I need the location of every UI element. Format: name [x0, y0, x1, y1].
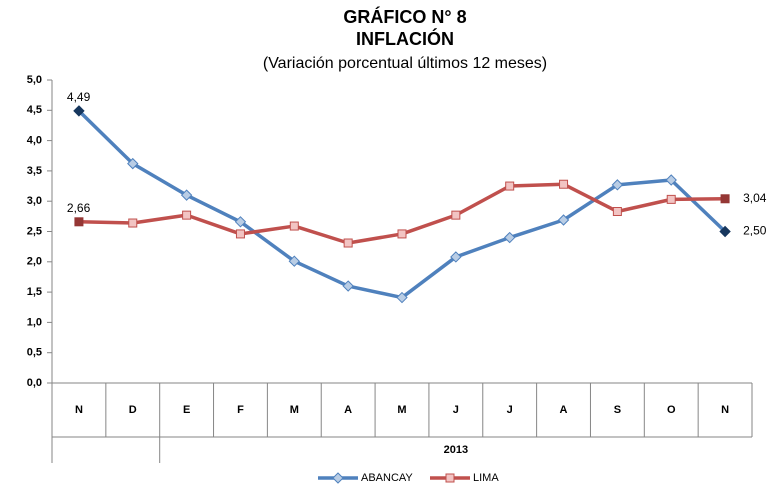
y-tick-label: 3,5	[27, 165, 42, 177]
y-tick-label: 3,0	[27, 195, 42, 207]
chart-subtitle: INFLACIÓN	[356, 28, 454, 49]
x-tick-label: O	[667, 404, 676, 416]
data-point	[180, 189, 193, 201]
data-point	[235, 229, 245, 239]
y-tick-label: 0,5	[27, 347, 42, 359]
y-tick-label: 0,0	[27, 377, 42, 389]
data-point	[450, 251, 462, 263]
data-point	[503, 231, 516, 244]
data-point	[666, 194, 676, 204]
data-point	[128, 218, 138, 228]
data-label: 3,04	[743, 191, 767, 205]
legend-marker	[332, 472, 344, 484]
series-line	[77, 109, 727, 300]
legend-label: ABANCAY	[361, 472, 413, 484]
data-point	[719, 225, 731, 238]
data-point	[127, 157, 139, 170]
data-label: 4,49	[67, 90, 91, 104]
data-point	[74, 217, 84, 227]
x-tick-label: F	[237, 404, 244, 416]
x-tick-label: N	[721, 404, 729, 416]
data-point	[289, 221, 299, 231]
data-point	[343, 238, 353, 248]
chart-title: GRÁFICO N° 8	[343, 6, 466, 27]
data-point	[397, 229, 407, 239]
data-point	[182, 210, 192, 220]
y-tick-label: 1,0	[27, 316, 42, 328]
x-tick-label: M	[397, 404, 406, 416]
data-point	[451, 210, 461, 220]
data-point	[559, 179, 569, 189]
legend-marker	[445, 473, 455, 483]
x-group-label: 2013	[444, 444, 468, 456]
x-tick-label: J	[453, 404, 459, 416]
x-tick-label: D	[129, 404, 137, 416]
x-tick-label: N	[75, 404, 83, 416]
data-label: 2,50	[743, 224, 767, 238]
x-tick-label: A	[344, 404, 352, 416]
data-point	[557, 214, 570, 226]
data-point	[234, 216, 247, 228]
data-point	[505, 181, 515, 191]
y-tick-label: 1,5	[27, 286, 42, 298]
data-point	[612, 207, 622, 217]
x-tick-label: A	[560, 404, 568, 416]
data-point	[665, 174, 677, 186]
data-point	[396, 291, 408, 304]
x-tick-label: M	[290, 404, 299, 416]
data-point	[288, 255, 301, 267]
data-point	[720, 194, 730, 204]
data-point	[611, 179, 624, 191]
data-point	[73, 105, 85, 117]
y-tick-label: 2,0	[27, 256, 42, 268]
data-point	[342, 280, 354, 292]
x-tick-label: S	[614, 404, 621, 416]
y-tick-label: 4,0	[27, 135, 42, 147]
y-tick-label: 5,0	[27, 74, 42, 86]
chart-description: (Variación porcentual últimos 12 meses)	[263, 55, 547, 72]
x-tick-label: E	[183, 404, 190, 416]
legend-label: LIMA	[473, 472, 499, 484]
y-tick-label: 4,5	[27, 104, 42, 116]
data-label: 2,66	[67, 201, 91, 215]
y-tick-label: 2,5	[27, 225, 42, 237]
x-tick-label: J	[507, 404, 513, 416]
